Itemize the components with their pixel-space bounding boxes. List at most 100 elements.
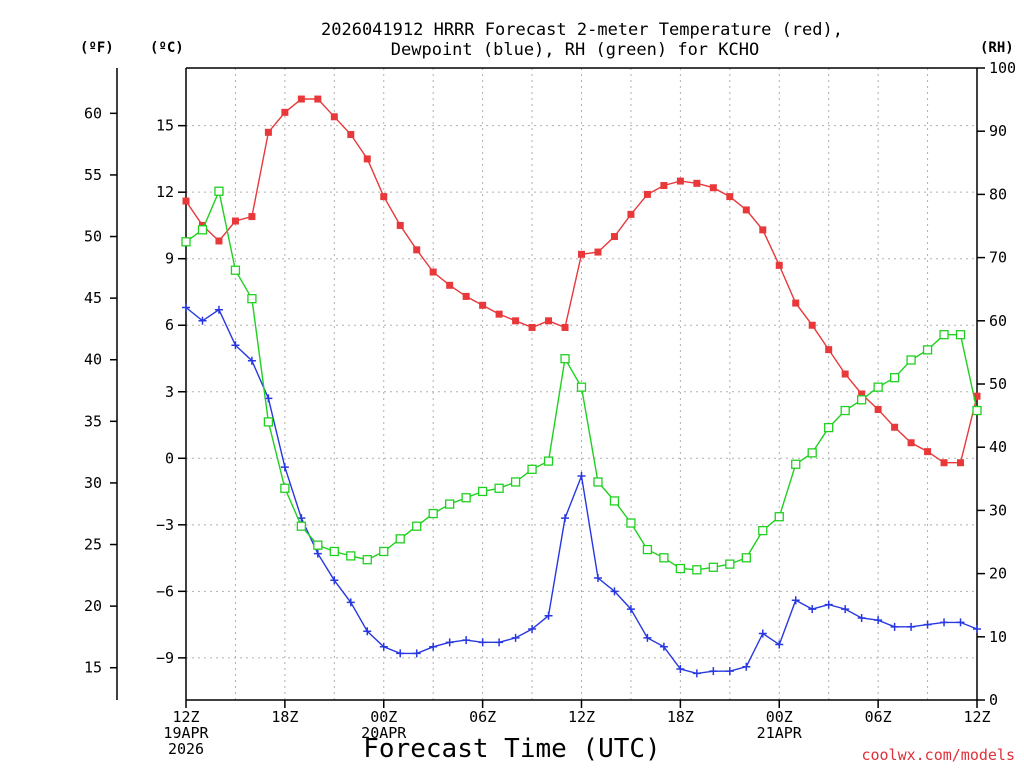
- temp-point: [413, 246, 421, 254]
- temp-point: [231, 217, 239, 225]
- dewpoint-point: [429, 642, 438, 651]
- dewpoint-point: [791, 596, 800, 605]
- fahrenheit-tick-label: 25: [84, 536, 102, 554]
- rh-point: [807, 448, 817, 458]
- rh-point: [626, 518, 636, 528]
- temp-point: [248, 213, 256, 221]
- x-tick-label: 06Z: [469, 708, 496, 726]
- temp-point: [907, 439, 915, 447]
- dewpoint-point: [363, 627, 372, 636]
- temp-point: [281, 108, 289, 116]
- tick-labels: −9 −6 −3 0 3 6 9 12 15 15 20 25 30 35 40 45 50 55 60 0 10 20 3…: [84, 59, 1016, 758]
- temp-point: [610, 233, 618, 241]
- rh-tick-label: 30: [989, 501, 1007, 519]
- rh-point: [543, 456, 554, 466]
- temp-point: [957, 459, 965, 467]
- celsius-tick-label: 3: [165, 383, 174, 401]
- fahrenheit-tick-label: 20: [84, 597, 102, 615]
- dewpoint-point: [412, 649, 421, 658]
- dewpoint-point: [923, 620, 932, 629]
- dewpoint-point: [346, 598, 355, 607]
- temp-series: [182, 95, 981, 467]
- dewpoint-point: [577, 472, 586, 481]
- temp-point: [924, 448, 932, 456]
- fahrenheit-tick-label: 50: [84, 228, 102, 246]
- x-tick-label: 20APR: [361, 724, 407, 742]
- rh-point: [477, 486, 488, 497]
- dewpoint-point: [396, 649, 405, 658]
- fahrenheit-tick-label: 15: [84, 659, 102, 677]
- rh-point: [972, 405, 982, 416]
- dewpoint-point: [561, 514, 570, 523]
- temp-point: [330, 113, 338, 121]
- rh-point: [725, 559, 735, 569]
- rh-point: [445, 499, 455, 509]
- temp-point: [479, 301, 487, 309]
- dewpoint-point: [511, 633, 520, 642]
- dewpoint-point: [676, 664, 685, 673]
- temp-point: [429, 268, 437, 276]
- rh-point: [609, 496, 620, 506]
- temp-point: [841, 370, 849, 378]
- celsius-unit-label: (ºC): [150, 40, 184, 56]
- x-tick-label: 18Z: [667, 708, 694, 726]
- dewpoint-point: [330, 576, 339, 585]
- x-tick-label: 00Z: [370, 708, 397, 726]
- rh-point: [955, 330, 966, 340]
- temp-point: [792, 299, 800, 307]
- rh-point: [428, 508, 438, 519]
- rh-point: [642, 544, 653, 555]
- dewpoint-point: [890, 622, 899, 631]
- x-tick-label: 12Z: [568, 708, 595, 726]
- dewpoint-point: [182, 303, 190, 312]
- temp-point: [380, 193, 388, 201]
- temp-point: [578, 250, 585, 258]
- dewpoint-point: [478, 638, 487, 647]
- rh-point: [461, 493, 471, 503]
- temp-point: [495, 310, 503, 318]
- temp-point: [676, 177, 684, 185]
- dewpoint-point: [907, 622, 916, 631]
- temp-point: [759, 226, 767, 234]
- temp-point: [775, 261, 783, 269]
- fahrenheit-tick-label: 55: [84, 166, 102, 184]
- fahrenheit-tick-label: 60: [84, 104, 102, 122]
- x-tick-label: 06Z: [865, 708, 892, 726]
- celsius-tick-label: −3: [156, 516, 174, 534]
- rh-point: [230, 265, 241, 275]
- rh-point: [692, 565, 702, 575]
- x-tick-label: 21APR: [757, 724, 803, 742]
- rh-tick-label: 10: [989, 628, 1007, 646]
- rh-point: [214, 186, 224, 196]
- temp-point: [462, 292, 470, 300]
- celsius-tick-label: 0: [165, 449, 174, 467]
- rh-point: [758, 525, 768, 536]
- dewpoint-point: [593, 574, 602, 583]
- rh-point: [856, 395, 867, 405]
- temp-point: [660, 182, 668, 190]
- temp-point: [528, 323, 536, 331]
- temp-point: [825, 346, 833, 354]
- temp-point: [627, 210, 635, 218]
- rh-point: [939, 330, 949, 340]
- dewpoint-point: [379, 642, 388, 651]
- temp-point: [709, 184, 717, 192]
- rh-point: [824, 422, 834, 433]
- celsius-tick-label: 12: [156, 183, 174, 201]
- temp-point: [973, 392, 981, 400]
- rh-point: [494, 483, 504, 493]
- celsius-tick-label: 15: [156, 117, 174, 135]
- rh-tick-label: 40: [989, 438, 1007, 456]
- rh-point: [791, 459, 801, 469]
- temp-point: [396, 221, 404, 229]
- rh-point: [346, 551, 356, 561]
- dewpoint-point: [940, 618, 949, 627]
- rh-series: [181, 186, 982, 575]
- dewpoint-point: [198, 316, 207, 325]
- fahrenheit-tick-label: 35: [84, 412, 102, 430]
- dewpoint-point: [841, 605, 850, 614]
- rh-tick-label: 0: [989, 691, 998, 709]
- rh-point: [247, 294, 257, 304]
- dewpoint-point: [874, 616, 883, 625]
